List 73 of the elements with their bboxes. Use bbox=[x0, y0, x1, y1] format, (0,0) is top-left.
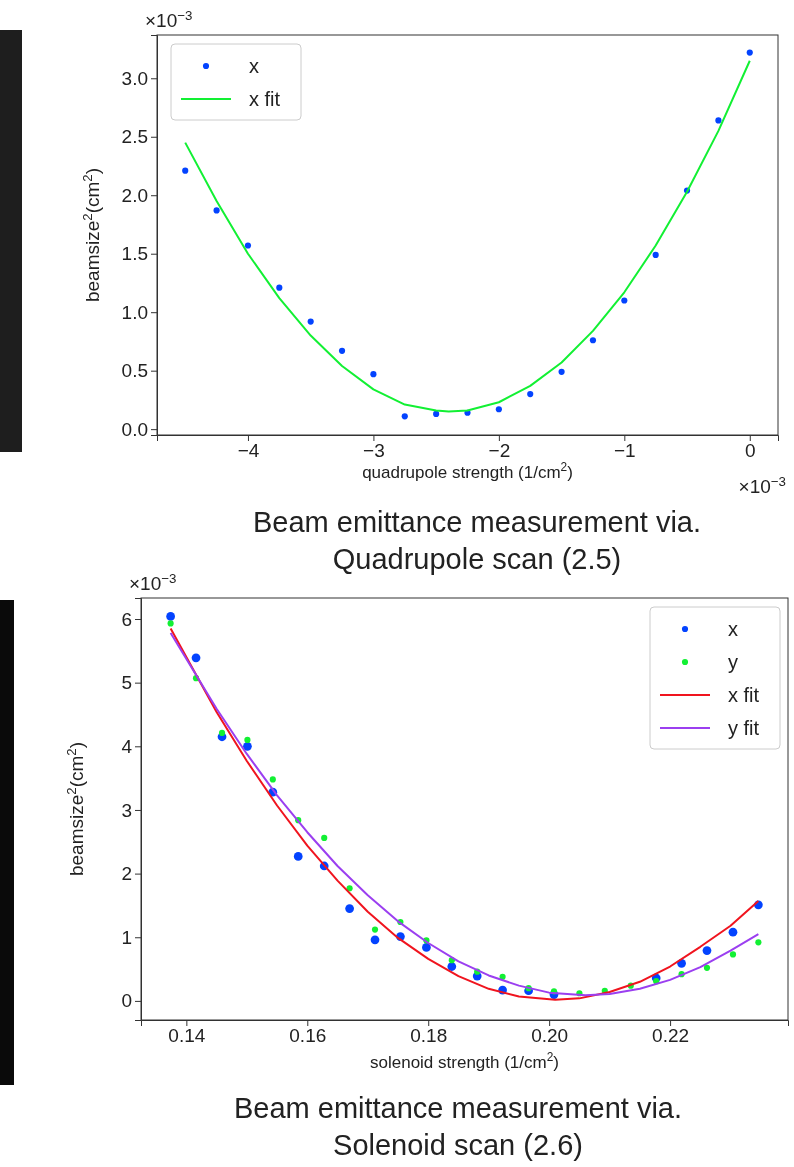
point bbox=[182, 167, 189, 174]
x-axis-title: quadrupole strength (1/cm$^{2}$) bbox=[362, 460, 573, 482]
x-tick-label: 0.20 bbox=[531, 1025, 569, 1047]
point bbox=[729, 951, 737, 958]
y-tick-label: 1 bbox=[121, 926, 132, 948]
point bbox=[218, 729, 226, 737]
legend-label: x bbox=[249, 55, 259, 77]
point bbox=[447, 962, 457, 971]
point bbox=[422, 943, 431, 952]
point bbox=[213, 207, 220, 214]
point bbox=[703, 964, 711, 971]
point bbox=[433, 410, 440, 418]
x-tick-label: 0.18 bbox=[410, 1025, 448, 1047]
y-tick-label: 0 bbox=[121, 990, 132, 1012]
point bbox=[401, 413, 408, 420]
point bbox=[244, 736, 251, 744]
point bbox=[702, 946, 712, 955]
y-tick-label: 6 bbox=[121, 608, 132, 630]
legend-label: y bbox=[728, 651, 738, 673]
y-tick-label: 2.0 bbox=[121, 184, 148, 206]
point bbox=[370, 935, 380, 945]
text: ×10$^{−3}$ bbox=[129, 570, 177, 594]
point bbox=[370, 371, 377, 378]
x-tick-label: −2 bbox=[488, 440, 511, 462]
y-tick-label: 2.5 bbox=[121, 126, 148, 148]
text: ×10$^{−3}$ bbox=[145, 7, 193, 31]
legend-label: x fit bbox=[249, 88, 281, 110]
x-tick-label: 0.22 bbox=[652, 1025, 690, 1047]
legend-label: x fit bbox=[728, 684, 760, 706]
x-axis-title: solenoid strength (1/cm$^{2}$) bbox=[370, 1050, 559, 1072]
point bbox=[558, 368, 565, 375]
point bbox=[321, 834, 328, 842]
point bbox=[746, 49, 753, 56]
x-tick-label: 0.14 bbox=[168, 1025, 206, 1047]
point bbox=[621, 297, 628, 304]
x-tick-label: −4 bbox=[237, 440, 260, 462]
y-tick-label: 4 bbox=[121, 735, 133, 757]
legend-label: x bbox=[728, 618, 738, 640]
point bbox=[345, 904, 354, 913]
point bbox=[527, 390, 534, 398]
x-tick-label: 0.16 bbox=[289, 1025, 327, 1047]
text: Beam emittance measurement via. Solenoid scan (2.6) bbox=[233, 1092, 683, 1161]
point bbox=[307, 318, 314, 325]
x-tick-label: −1 bbox=[613, 440, 636, 462]
y-tick-label: 1.5 bbox=[121, 243, 148, 265]
y-tick-label: 0.5 bbox=[121, 360, 148, 382]
x-tick-label: 0 bbox=[744, 440, 756, 462]
y-tick-label: 3.0 bbox=[121, 67, 148, 89]
point bbox=[276, 284, 283, 291]
point bbox=[495, 406, 502, 413]
point bbox=[243, 741, 252, 751]
point bbox=[338, 347, 346, 354]
point bbox=[652, 251, 659, 258]
point bbox=[371, 926, 379, 933]
point bbox=[728, 927, 738, 937]
y-tick-label: 5 bbox=[121, 672, 132, 694]
point bbox=[293, 852, 303, 861]
x-tick-label: −3 bbox=[363, 440, 385, 462]
point bbox=[715, 117, 722, 124]
text: Beam emittance measurement via. Quadrupole scan (2.5) bbox=[252, 506, 702, 575]
point bbox=[167, 620, 174, 627]
y-tick-label: 1.0 bbox=[121, 301, 148, 323]
y-tick-label: 3 bbox=[121, 799, 132, 821]
point bbox=[191, 653, 201, 663]
legend-label: y fit bbox=[728, 717, 760, 739]
point bbox=[269, 776, 276, 783]
point bbox=[755, 939, 762, 946]
y-tick-label: 0.0 bbox=[121, 418, 148, 440]
point bbox=[589, 337, 597, 344]
point bbox=[244, 242, 252, 249]
point bbox=[166, 612, 175, 621]
text: ×10$^{−3}$ bbox=[738, 473, 786, 497]
y-tick-label: 2 bbox=[121, 863, 132, 885]
